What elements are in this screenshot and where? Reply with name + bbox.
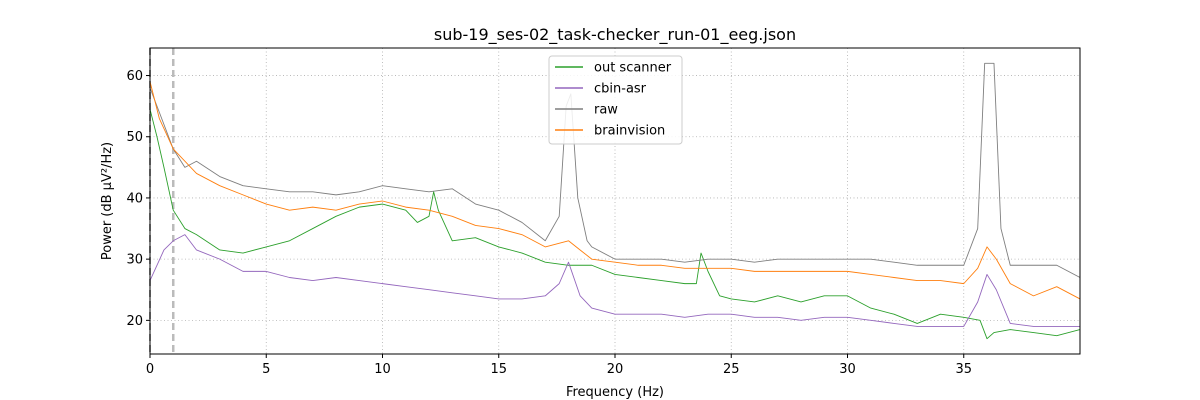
series-layer — [150, 62, 1080, 340]
x-tick-label: 10 — [374, 362, 391, 377]
x-tick-label: 25 — [723, 362, 740, 377]
legend-label: raw — [594, 103, 618, 118]
x-tick-label: 20 — [607, 362, 624, 377]
legend-box — [548, 55, 683, 145]
legend: out scanner cbin-asr raw brainvision — [548, 55, 683, 145]
legend-label: brainvision — [594, 124, 665, 139]
y-tick-label: 30 — [126, 253, 143, 268]
x-tick-label: 0 — [146, 362, 154, 377]
x-axis-label: Frequency (Hz) — [566, 385, 664, 400]
x-tick-label: 30 — [839, 362, 856, 377]
x-tick-label: 35 — [955, 362, 972, 377]
series-line-out-scanner — [150, 109, 1080, 340]
x-axis-ticks: 0 5 10 15 20 25 30 35 — [146, 354, 972, 377]
y-tick-label: 50 — [126, 130, 143, 145]
chart-title: sub-19_ses-02_task-checker_run-01_eeg.js… — [434, 25, 796, 45]
y-axis-label: Power (dB µV²/Hz) — [100, 142, 115, 260]
y-tick-label: 60 — [126, 69, 143, 84]
x-tick-label: 15 — [490, 362, 507, 377]
legend-label: cbin-asr — [594, 82, 647, 97]
y-tick-label: 20 — [126, 314, 143, 329]
grid-layer — [149, 48, 1080, 354]
legend-label: out scanner — [594, 61, 672, 76]
series-line-brainvision — [150, 81, 1080, 300]
series-line-raw — [150, 62, 1080, 278]
y-axis-ticks: 20 30 40 50 60 — [126, 69, 150, 329]
legend-entries: out scanner cbin-asr raw brainvision — [555, 61, 672, 139]
x-tick-label: 5 — [262, 362, 270, 377]
y-tick-label: 40 — [126, 191, 143, 206]
series-line-cbin-asr — [150, 234, 1080, 327]
